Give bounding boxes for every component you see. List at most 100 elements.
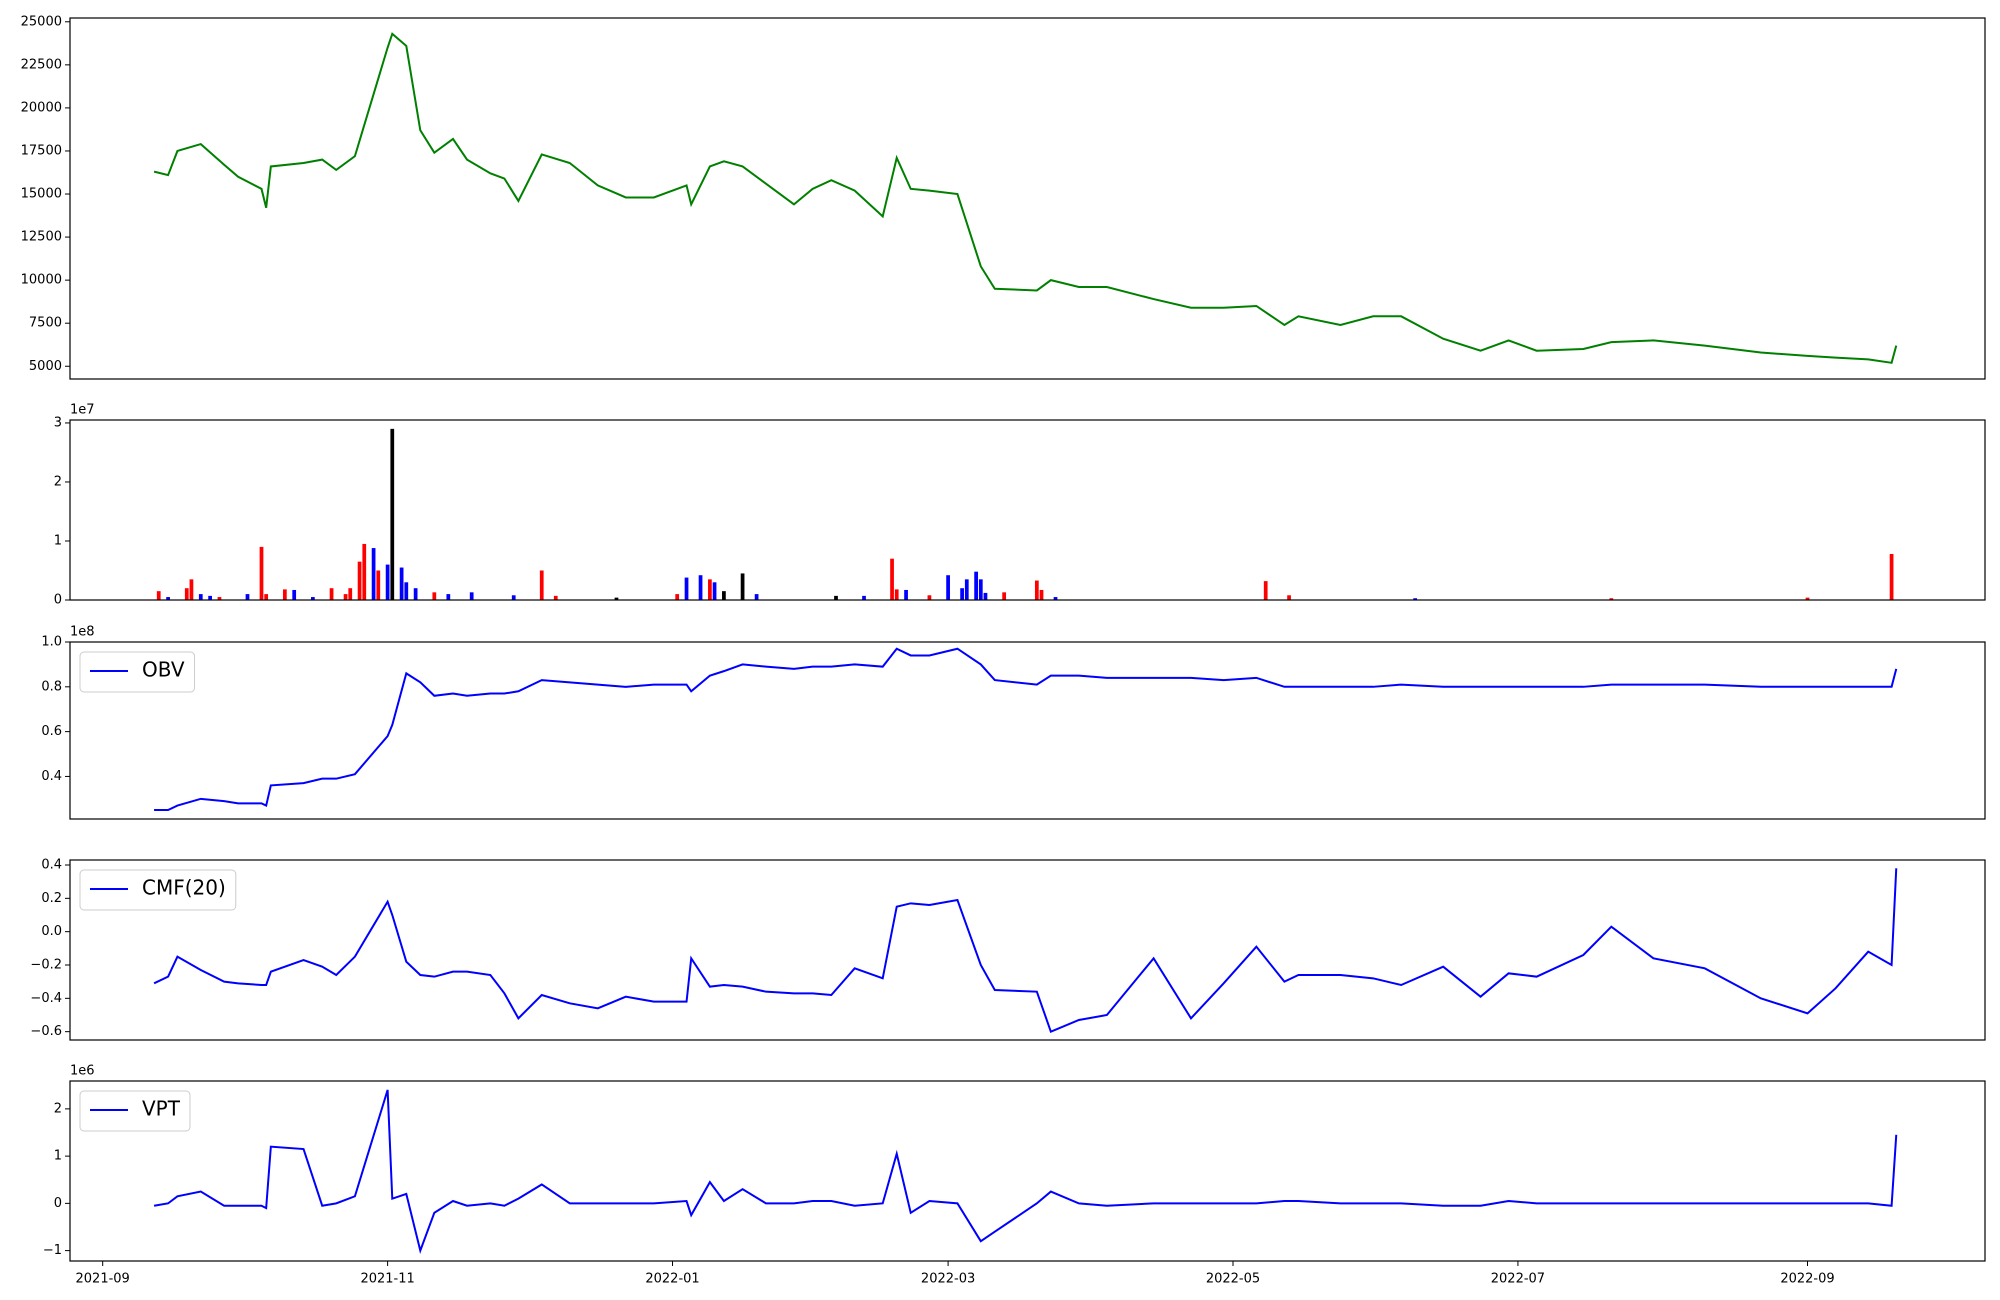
- bar: [890, 558, 894, 600]
- y-tick-label: 0: [54, 1196, 62, 1211]
- x-tick-label: 2021-09: [76, 1272, 130, 1287]
- bar: [927, 595, 932, 600]
- legend-box: [79, 651, 196, 693]
- y-tick-label: 0.2: [41, 891, 62, 906]
- panel: −0.6 −0.4 −0.2 0.0 0.2 0.4 CMF(20): [30, 858, 1986, 1041]
- y-tick-label: 0.4: [41, 769, 62, 784]
- y-tick-label: 20000: [21, 100, 62, 115]
- legend-box: [79, 869, 237, 911]
- line: [153, 1089, 1898, 1255]
- legend-label: VPT: [142, 1097, 181, 1121]
- bar: [343, 594, 348, 600]
- bar: [754, 594, 759, 600]
- y-tick-label: 15000: [21, 187, 62, 202]
- bar: [722, 591, 726, 600]
- bar: [385, 564, 390, 600]
- y-tick-label: 7500: [29, 316, 62, 331]
- axes-frame: [69, 419, 1986, 601]
- bar: [329, 588, 334, 600]
- bar: [259, 546, 264, 600]
- legend-box: [79, 1090, 191, 1132]
- bar: [399, 567, 404, 600]
- y-tick-label: 5000: [29, 359, 62, 374]
- y-tick-label: 1: [54, 533, 62, 548]
- bar: [553, 595, 558, 600]
- bar: [740, 573, 745, 600]
- bar: [983, 592, 988, 600]
- bar: [189, 579, 194, 600]
- bar: [371, 548, 376, 600]
- bar: [1263, 581, 1268, 600]
- axes-frame: [69, 17, 1986, 380]
- y-tick-label: 0: [54, 593, 62, 608]
- bar: [166, 597, 170, 600]
- y-tick-label: 1: [54, 1149, 62, 1164]
- bar: [217, 597, 222, 600]
- y-tick-label: 12500: [21, 230, 62, 245]
- x-tick-label: 2022-01: [645, 1272, 699, 1287]
- legend: CMF(20): [79, 869, 237, 911]
- bar: [404, 582, 409, 600]
- legend-label: OBV: [142, 658, 185, 682]
- line: [154, 647, 1898, 812]
- x-tick-label: 2022-03: [921, 1272, 975, 1287]
- bar: [156, 591, 161, 600]
- x-tick-label: 2021-11: [360, 1272, 414, 1287]
- bar: [1287, 595, 1291, 600]
- y-tick-label: 0.6: [41, 724, 62, 739]
- y-tick-label: −1: [43, 1243, 62, 1258]
- bar: [1053, 597, 1058, 600]
- line: [153, 868, 1898, 1034]
- bar: [862, 595, 866, 600]
- panel: 0 1 2 3 1e7: [54, 403, 1986, 608]
- bar: [292, 589, 297, 600]
- line: [153, 32, 1898, 364]
- bar: [974, 571, 978, 600]
- bar: [511, 595, 516, 600]
- legend-label: CMF(20): [142, 876, 226, 900]
- bar: [978, 579, 983, 600]
- bar: [245, 594, 250, 600]
- bar: [264, 594, 269, 600]
- bar: [208, 595, 212, 600]
- bar: [698, 575, 703, 600]
- bar: [1039, 589, 1044, 600]
- y-tick-label: 22500: [21, 57, 62, 72]
- bar: [357, 561, 362, 600]
- y-tick-label: 2: [54, 474, 62, 489]
- bar: [362, 543, 367, 600]
- bar: [614, 597, 619, 600]
- y-tick-label: −0.6: [30, 1024, 62, 1039]
- bar: [1034, 580, 1039, 600]
- bar: [432, 592, 437, 600]
- bar: [348, 588, 353, 600]
- y-tick-label: 0.0: [41, 924, 62, 939]
- bar: [469, 592, 474, 600]
- bar: [894, 589, 899, 600]
- bar: [413, 588, 418, 600]
- axis-offset-label: 1e8: [70, 625, 95, 640]
- panel: 5000 7500 10000 12500 15000 17500 20000 22500 25…: [21, 14, 1986, 380]
- bar: [198, 594, 203, 600]
- axis-offset-label: 1e6: [70, 1064, 95, 1079]
- bar: [539, 570, 544, 600]
- y-tick-label: 10000: [21, 273, 62, 288]
- axis-offset-label: 1e7: [70, 403, 95, 418]
- bar: [675, 594, 680, 600]
- axes-frame: [69, 641, 1986, 820]
- legend: OBV: [79, 651, 196, 693]
- bar: [282, 589, 287, 600]
- bar: [1609, 598, 1614, 600]
- bar: [946, 575, 950, 600]
- x-tick-label: 2022-07: [1491, 1272, 1545, 1287]
- x-tick-label: 2022-05: [1206, 1272, 1260, 1287]
- y-tick-label: −0.2: [30, 958, 62, 973]
- y-tick-label: 0.4: [41, 858, 62, 873]
- bar: [960, 588, 964, 600]
- y-tick-label: 2: [54, 1101, 62, 1116]
- bar: [390, 428, 395, 600]
- bar: [1002, 592, 1007, 600]
- bar: [376, 570, 381, 600]
